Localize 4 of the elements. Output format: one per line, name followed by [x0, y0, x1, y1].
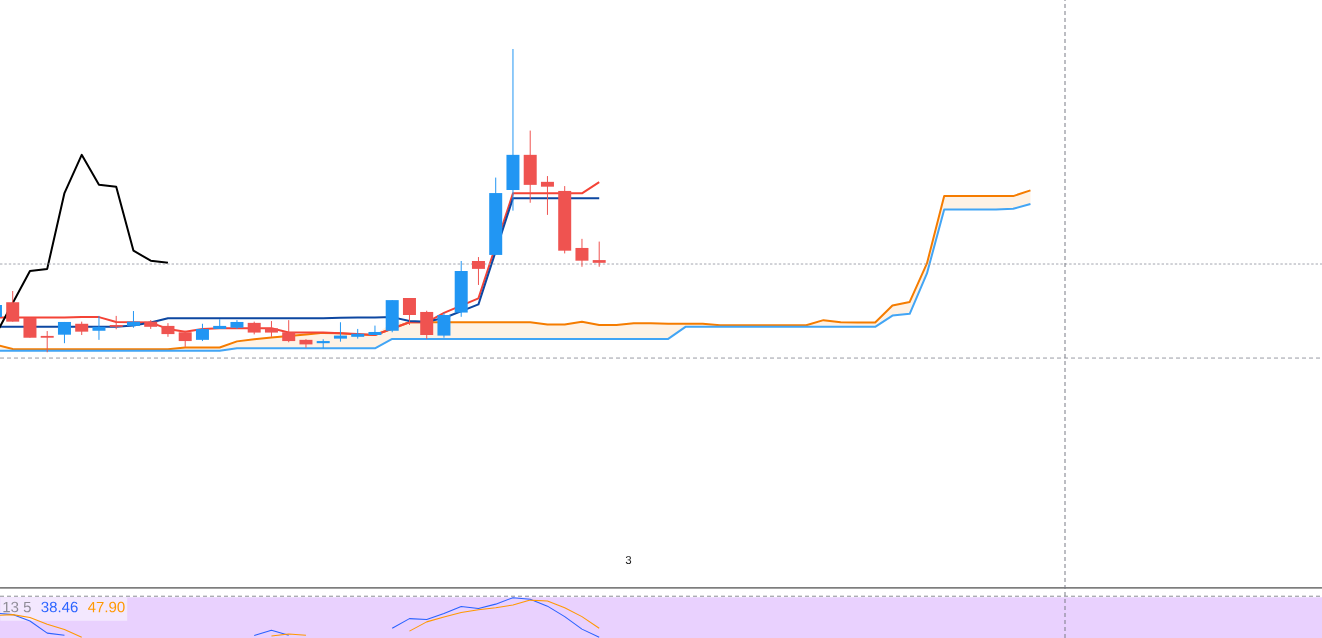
- legend-title: 13 5: [3, 601, 31, 613]
- series-label: 47.90: [88, 601, 125, 613]
- series-label: 38.46: [41, 601, 78, 613]
- text: 3: [625, 555, 632, 564]
